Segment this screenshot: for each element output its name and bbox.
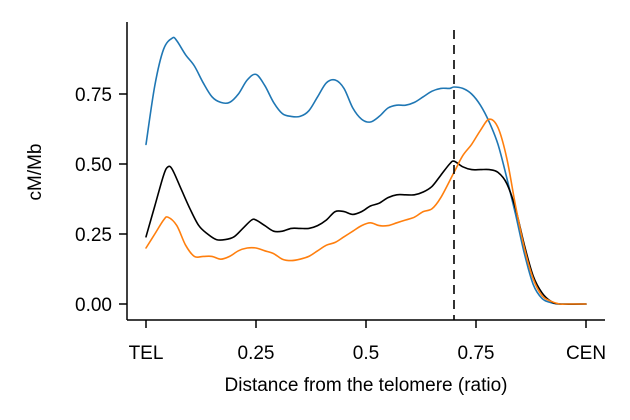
y-tick-label: 0.75 <box>75 85 112 106</box>
x-axis-label: Distance from the telomere (ratio) <box>225 375 508 396</box>
series-line-blue <box>145 36 587 305</box>
x-tick-label: 0.25 <box>238 343 275 364</box>
x-tick-label: 0.75 <box>458 343 495 364</box>
x-axis-ticks: TEL 0.25 0.5 0.75 CEN <box>129 320 606 364</box>
x-tick-label: 0.5 <box>353 343 379 364</box>
series-line-black <box>145 160 587 306</box>
x-tick-label: CEN <box>566 343 606 364</box>
x-tick-label: TEL <box>129 343 164 364</box>
y-tick-label: 0.25 <box>75 225 112 246</box>
y-axis-ticks: 0.00 0.25 0.50 0.75 <box>75 85 127 316</box>
y-tick-label: 0.00 <box>75 295 112 316</box>
y-tick-label: 0.50 <box>75 155 112 176</box>
y-axis-label: cM/Mb <box>25 144 46 201</box>
series-group <box>145 36 587 306</box>
series-line-orange <box>145 118 587 306</box>
